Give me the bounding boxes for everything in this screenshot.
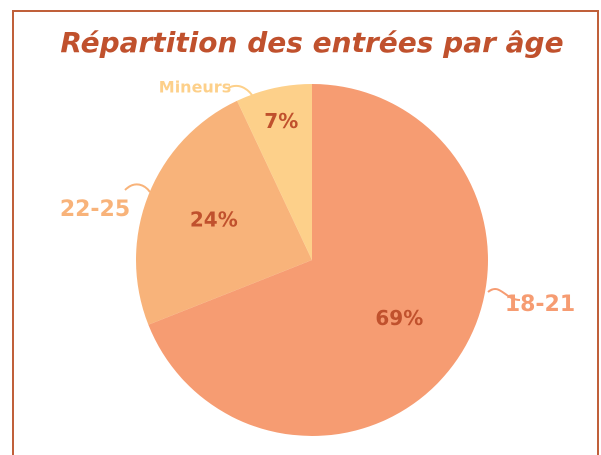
value-label: 7%: [264, 109, 298, 133]
frame: [12, 10, 599, 455]
connector: [227, 84, 256, 101]
pie-slice: [136, 100, 312, 325]
pie-slice: [148, 84, 488, 436]
connector: [487, 288, 521, 301]
pie-slice: [237, 84, 312, 260]
category-label: 22-25: [60, 197, 130, 222]
chart-title: Répartition des entrées par âge: [60, 26, 563, 59]
category-label: 18-21: [505, 292, 575, 317]
connector: [124, 183, 151, 193]
category-label: Mineurs: [159, 78, 231, 97]
value-label: 69%: [375, 306, 423, 330]
value-label: 24%: [190, 208, 238, 232]
